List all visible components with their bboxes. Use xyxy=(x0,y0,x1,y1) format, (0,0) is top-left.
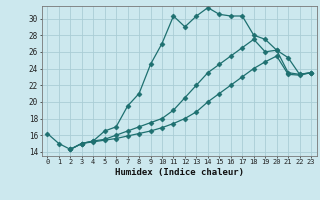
X-axis label: Humidex (Indice chaleur): Humidex (Indice chaleur) xyxy=(115,168,244,177)
